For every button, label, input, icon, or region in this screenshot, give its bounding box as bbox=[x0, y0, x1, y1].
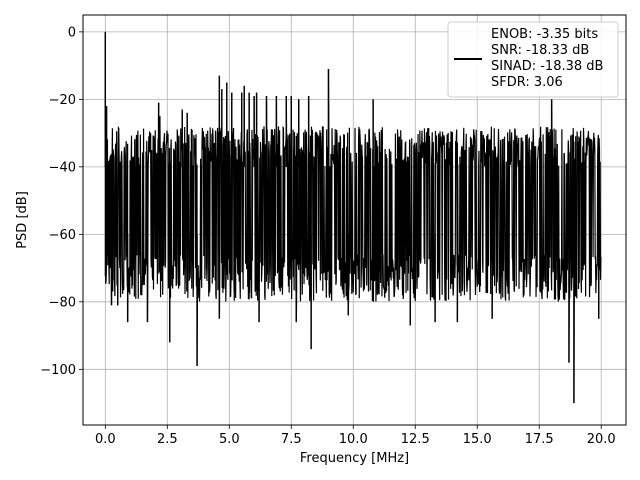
y-axis-label: PSD [dB] bbox=[15, 191, 30, 249]
legend-line-snr: SNR: -18.33 dB bbox=[491, 43, 589, 58]
x-tick-label: 7.5 bbox=[281, 432, 302, 447]
x-axis-label: Frequency [MHz] bbox=[300, 451, 409, 466]
x-tick-label: 2.5 bbox=[157, 432, 178, 447]
y-tick-label: −20 bbox=[49, 93, 76, 108]
x-tick-label: 5.0 bbox=[219, 432, 240, 447]
legend-line-sinad: SINAD: -18.38 dB bbox=[491, 59, 603, 74]
x-tick-label: 15.0 bbox=[463, 432, 492, 447]
y-tick-label: −40 bbox=[49, 160, 76, 175]
y-tick-label: −100 bbox=[40, 363, 76, 378]
legend: ENOB: -3.35 bits SNR: -18.33 dB SINAD: -… bbox=[447, 21, 619, 98]
x-tick-label: 10.0 bbox=[339, 432, 368, 447]
x-tick-label: 12.5 bbox=[401, 432, 430, 447]
data-layer bbox=[104, 31, 602, 404]
axes-frame bbox=[82, 14, 627, 426]
y-tick-label: 0 bbox=[68, 25, 76, 40]
legend-box bbox=[447, 21, 619, 98]
legend-line-enob: ENOB: -3.35 bits bbox=[491, 27, 598, 42]
y-tick-label: −80 bbox=[49, 295, 76, 310]
legend-line-sfdr: SFDR: 3.06 bbox=[491, 75, 563, 90]
x-tick-label: 17.5 bbox=[525, 432, 554, 447]
y-tick-label: −60 bbox=[49, 228, 76, 243]
x-tick-label: 20.0 bbox=[587, 432, 616, 447]
x-tick-label: 0.0 bbox=[95, 432, 116, 447]
ticks: 0.0 2.5 5.0 7.5 10.0 12.5 15.0 17.5 20.0 0 −20 −40 −… bbox=[40, 25, 615, 447]
